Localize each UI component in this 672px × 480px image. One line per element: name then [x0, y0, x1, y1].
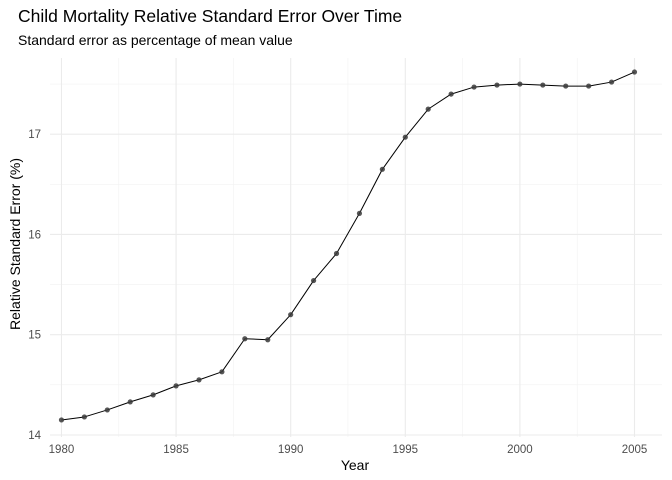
- minor-gridlines: [50, 58, 662, 437]
- data-point: [586, 83, 592, 89]
- x-tick-label: 1995: [392, 444, 418, 456]
- data-point: [265, 337, 271, 343]
- data-point: [242, 336, 248, 342]
- y-tick-label: 15: [28, 330, 41, 342]
- data-point: [563, 83, 569, 89]
- series-line-group: [61, 71, 635, 421]
- data-point: [310, 277, 317, 284]
- data-point: [425, 106, 431, 112]
- chart-subtitle: Standard error as percentage of mean val…: [18, 32, 293, 48]
- y-axis-ticks: 14 15 16 17: [28, 129, 41, 442]
- data-point: [631, 69, 638, 75]
- data-point: [288, 312, 294, 318]
- data-point: [448, 91, 454, 97]
- data-point: [104, 407, 110, 413]
- x-tick-label: 2000: [507, 444, 533, 456]
- data-point: [608, 79, 615, 85]
- data-point: [356, 210, 363, 217]
- data-point: [379, 166, 385, 172]
- data-point: [196, 377, 202, 383]
- data-point: [127, 399, 133, 405]
- data-points: [58, 69, 638, 423]
- x-axis-title: Year: [341, 457, 370, 473]
- data-point: [494, 82, 500, 88]
- y-axis-title: Relative Standard Error (%): [7, 158, 23, 330]
- x-tick-label: 1990: [278, 444, 304, 456]
- major-gridlines: [50, 58, 662, 437]
- data-point: [150, 392, 156, 398]
- data-point: [540, 82, 546, 88]
- y-tick-label: 14: [28, 430, 41, 442]
- data-point: [402, 134, 408, 140]
- x-tick-label: 1985: [163, 444, 189, 456]
- data-point: [219, 369, 225, 375]
- data-point: [333, 250, 340, 257]
- data-point: [173, 383, 179, 389]
- data-point: [517, 81, 523, 87]
- y-tick-label: 17: [28, 129, 41, 141]
- x-axis-ticks: 1980 1985 1990 1995 2000 2005: [49, 444, 648, 456]
- y-tick-label: 16: [28, 229, 41, 241]
- data-point: [471, 84, 477, 90]
- data-point: [58, 417, 65, 423]
- series-line: [61, 71, 635, 421]
- x-tick-label: 2005: [622, 444, 648, 456]
- chart-title: Child Mortality Relative Standard Error …: [18, 6, 403, 26]
- data-point: [81, 414, 87, 420]
- x-tick-label: 1980: [49, 444, 75, 456]
